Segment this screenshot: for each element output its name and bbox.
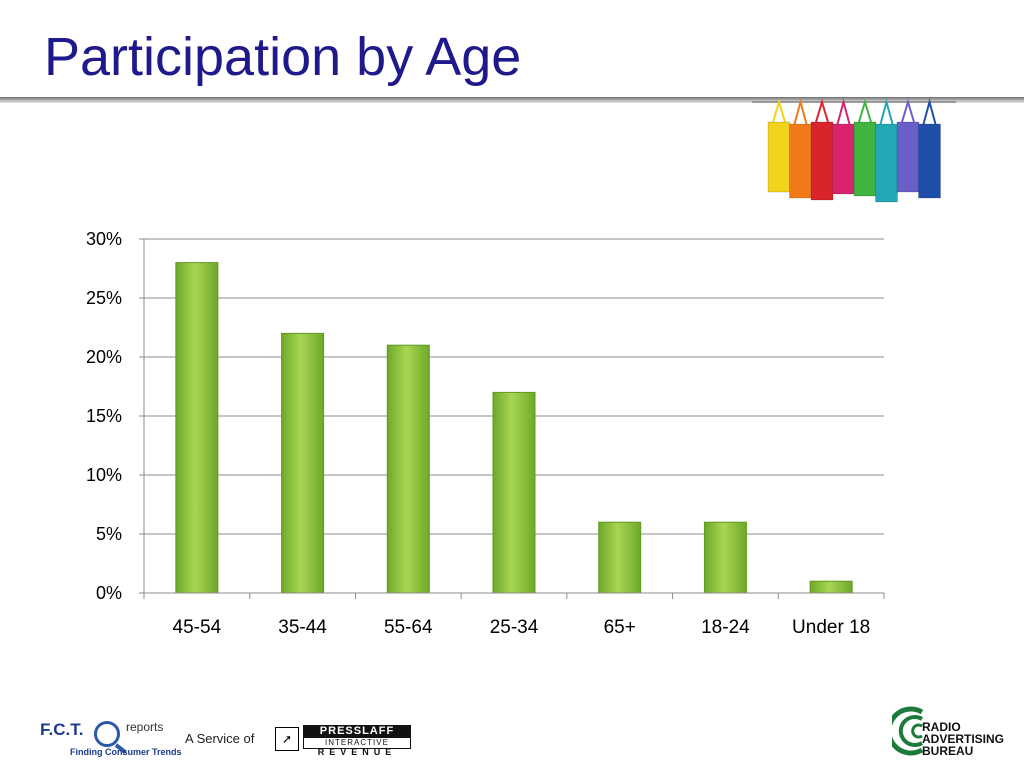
fct-name: F.C.T.	[40, 720, 84, 739]
bag-handle	[815, 98, 829, 123]
bar	[175, 262, 219, 594]
x-tick-label: Under 18	[792, 617, 870, 638]
bag-handle	[858, 98, 872, 123]
fct-reports-label: reports	[126, 720, 164, 734]
rab-line: BUREAU	[922, 744, 974, 758]
x-tick-label: 55-64	[384, 617, 433, 638]
title-divider	[0, 97, 1024, 103]
bar-chart: 0% 5% 10% 15% 20% 25% 30% 45-54 35-44 55-64 25-34…	[86, 229, 885, 638]
bar	[386, 344, 430, 594]
bar	[809, 580, 853, 594]
bag-handle	[793, 98, 808, 125]
x-tick-label: 25-34	[490, 617, 539, 638]
magnifier-icon	[94, 721, 120, 747]
x-tick-label: 65+	[604, 617, 636, 638]
y-tick-label: 20%	[86, 347, 122, 367]
service-of-label: A Service of	[185, 731, 255, 746]
rab-line: ADVERTISING	[922, 732, 1005, 746]
presslaff-sub: INTERACTIVE	[303, 737, 411, 749]
presslaff-logo: ➚ PRESSLAFF INTERACTIVE REVENUE	[275, 725, 411, 757]
presslaff-main: PRESSLAFF	[303, 725, 411, 737]
bag-handle	[922, 98, 937, 125]
y-tick-label: 10%	[86, 465, 122, 485]
bag-handle	[836, 98, 851, 125]
x-tick-label: 35-44	[278, 617, 327, 638]
x-tick-labels: 45-54 35-44 55-64 25-34 65+ 18-24 Under 18	[173, 617, 871, 638]
bars	[175, 262, 853, 594]
fct-tagline: Finding Consumer Trends	[70, 747, 182, 757]
arrow-icon: ➚	[275, 727, 299, 751]
bar	[703, 521, 747, 594]
presslaff-revenue: REVENUE	[317, 747, 397, 757]
y-tick-label: 25%	[86, 288, 122, 308]
fct-reports-logo: F.C.T. reports Finding Consumer Trends	[40, 718, 182, 760]
x-tick-label: 18-24	[701, 617, 750, 638]
bar	[281, 332, 325, 594]
y-tick-label: 30%	[86, 229, 122, 249]
bag-handle	[772, 98, 786, 123]
x-tick-label: 45-54	[173, 617, 222, 638]
bag-handle	[901, 98, 915, 123]
slide-title: Participation by Age	[44, 27, 522, 87]
radio-waves-icon	[892, 706, 924, 756]
y-tick-label: 0%	[96, 583, 122, 603]
axes	[139, 238, 885, 599]
bar	[598, 521, 642, 594]
y-tick-labels: 0% 5% 10% 15% 20% 25% 30%	[86, 229, 122, 603]
bag-handle	[879, 98, 894, 125]
bar	[492, 391, 536, 594]
rab-line: RADIO	[922, 720, 961, 734]
shopping-bag	[918, 123, 941, 199]
y-tick-label: 5%	[96, 524, 122, 544]
rab-name: RADIO ADVERTISING BUREAU	[922, 721, 1004, 757]
shopping-bags-illustration	[752, 98, 956, 203]
rab-logo: RADIO ADVERTISING BUREAU	[892, 706, 1004, 760]
y-tick-label: 15%	[86, 406, 122, 426]
